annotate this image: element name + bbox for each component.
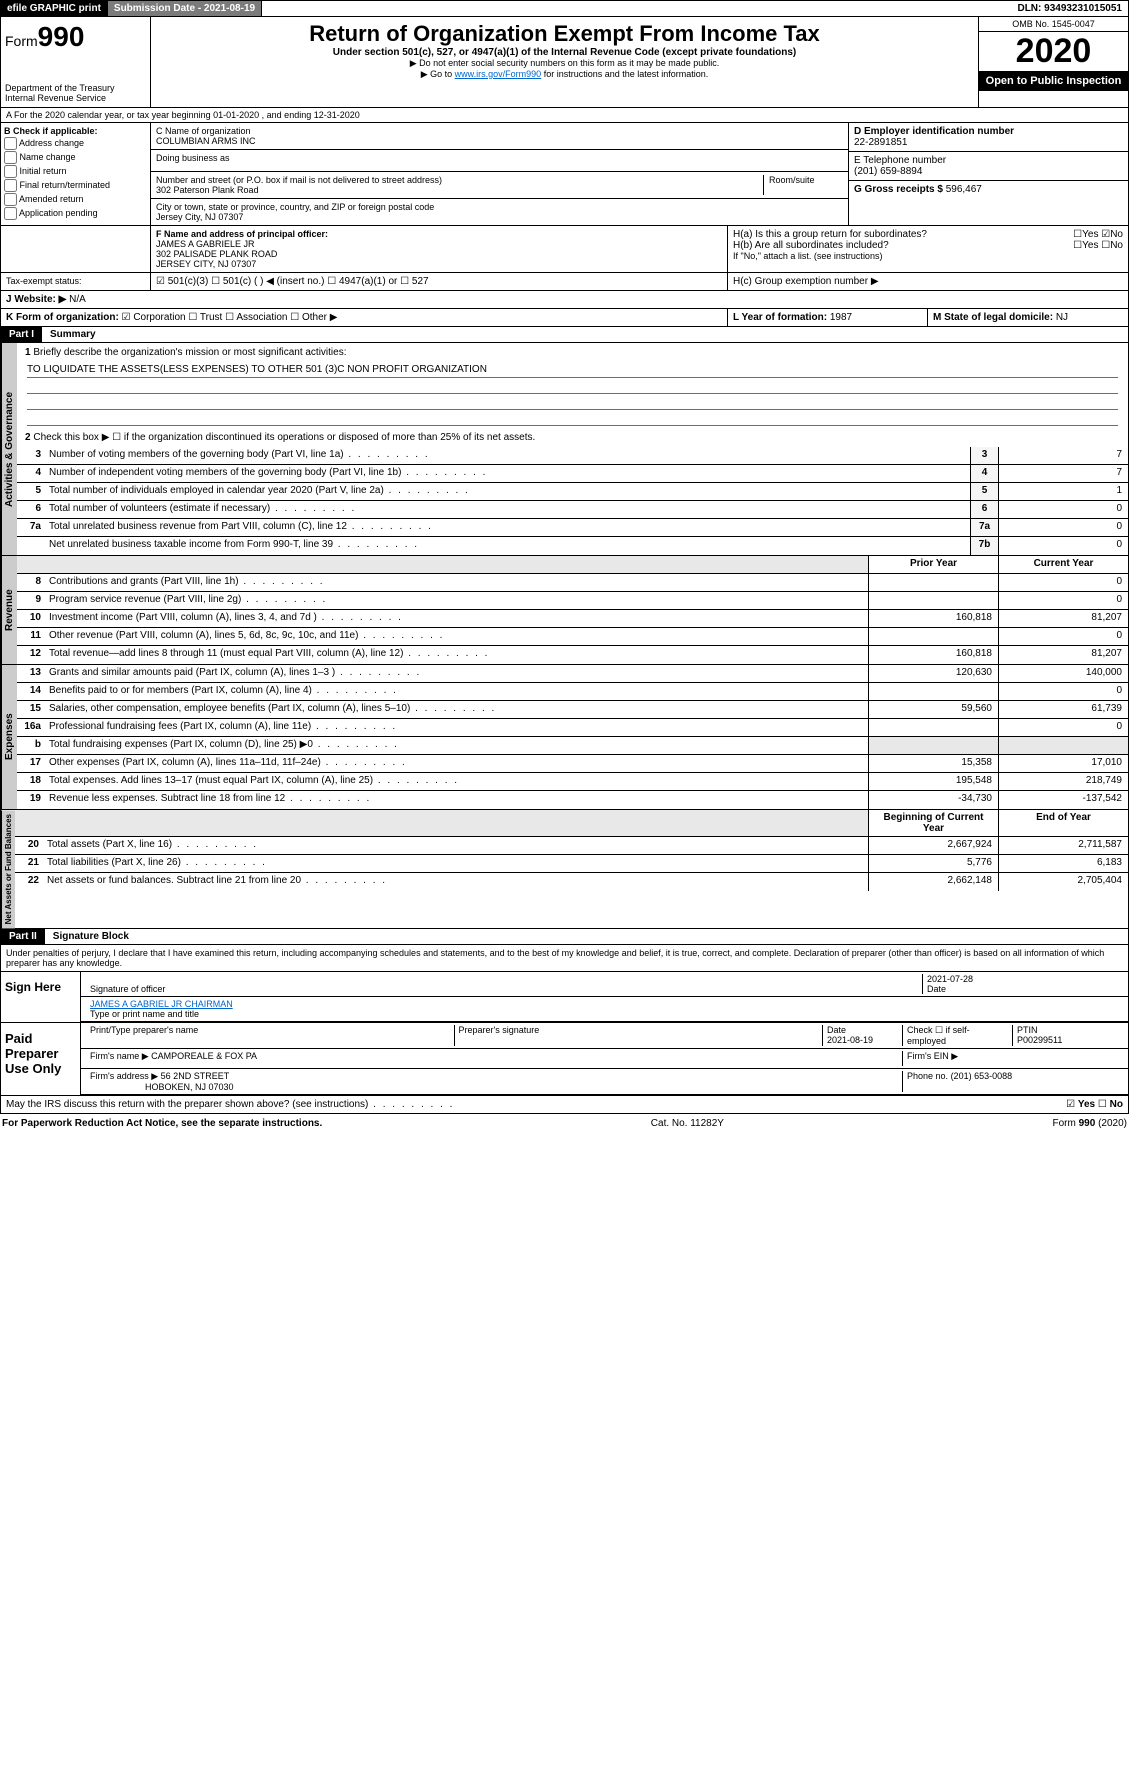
line-item: 14Benefits paid to or for members (Part … [17, 683, 1128, 701]
discuss-row: May the IRS discuss this return with the… [0, 1096, 1129, 1114]
cb-pending[interactable]: Application pending [4, 207, 147, 220]
entity-block: B Check if applicable: Address change Na… [0, 123, 1129, 226]
officer-row: F Name and address of principal officer:… [0, 226, 1129, 273]
ein: 22-2891851 [854, 137, 907, 148]
section-a: A For the 2020 calendar year, or tax yea… [0, 108, 1129, 123]
line-item: 12Total revenue—add lines 8 through 11 (… [17, 646, 1128, 664]
tab-netassets: Net Assets or Fund Balances [1, 810, 15, 928]
box-b: B Check if applicable: Address change Na… [1, 123, 151, 225]
box-c: C Name of organizationCOLUMBIAN ARMS INC… [151, 123, 848, 225]
line-item: 11Other revenue (Part VIII, column (A), … [17, 628, 1128, 646]
irs: Internal Revenue Service [5, 93, 146, 103]
submission-date: Submission Date - 2021-08-19 [108, 1, 262, 16]
cb-name[interactable]: Name change [4, 151, 147, 164]
cb-final[interactable]: Final return/terminated [4, 179, 147, 192]
cb-address[interactable]: Address change [4, 137, 147, 150]
governance-block: Activities & Governance 1 Briefly descri… [0, 343, 1129, 556]
irs-link[interactable]: www.irs.gov/Form990 [455, 69, 542, 79]
box-de: D Employer identification number22-28918… [848, 123, 1128, 225]
note2: ▶ Go to www.irs.gov/Form990 for instruct… [155, 69, 974, 80]
phone: (201) 659-8894 [854, 166, 922, 177]
line-item: 4Number of independent voting members of… [17, 465, 1128, 483]
line-item: 10Investment income (Part VIII, column (… [17, 610, 1128, 628]
tax-year: 2020 [979, 32, 1128, 71]
revenue-block: Revenue Prior YearCurrent Year 8Contribu… [0, 556, 1129, 665]
line-item: 20Total assets (Part X, line 16)2,667,92… [15, 837, 1128, 855]
part2-title: Signature Block [45, 929, 137, 944]
footer: For Paperwork Reduction Act Notice, see … [0, 1114, 1129, 1133]
line-item: 5Total number of individuals employed in… [17, 483, 1128, 501]
paid-preparer-block: Paid Preparer Use Only Print/Type prepar… [0, 1023, 1129, 1096]
mission: TO LIQUIDATE THE ASSETS(LESS EXPENSES) T… [27, 364, 1118, 378]
line-item: 17Other expenses (Part IX, column (A), l… [17, 755, 1128, 773]
part1-hdr: Part I [1, 327, 42, 342]
part2-hdr: Part II [1, 929, 45, 944]
efile-btn[interactable]: efile GRAPHIC print [1, 1, 108, 16]
addr: 302 Paterson Plank Road [156, 185, 259, 195]
form-number: Form990 [5, 21, 146, 53]
cb-initial[interactable]: Initial return [4, 165, 147, 178]
line-item: 21Total liabilities (Part X, line 26)5,7… [15, 855, 1128, 873]
org-name: COLUMBIAN ARMS INC [156, 136, 256, 146]
signer-name[interactable]: JAMES A GABRIEL JR CHAIRMAN [90, 999, 233, 1009]
form-subtitle: Under section 501(c), 527, or 4947(a)(1)… [155, 47, 974, 58]
line-item: 15Salaries, other compensation, employee… [17, 701, 1128, 719]
netassets-block: Net Assets or Fund Balances Beginning of… [0, 810, 1129, 929]
part1-title: Summary [42, 327, 104, 342]
omb: OMB No. 1545-0047 [979, 17, 1128, 32]
tab-governance: Activities & Governance [1, 343, 17, 555]
tab-expenses: Expenses [1, 665, 17, 809]
sign-here: Sign Here [1, 972, 81, 1022]
line-item: 19Revenue less expenses. Subtract line 1… [17, 791, 1128, 809]
officer-name: JAMES A GABRIELE JR [156, 239, 255, 249]
line-item: 9Program service revenue (Part VIII, lin… [17, 592, 1128, 610]
line-item: 6Total number of volunteers (estimate if… [17, 501, 1128, 519]
perjury: Under penalties of perjury, I declare th… [0, 945, 1129, 972]
note1: ▶ Do not enter social security numbers o… [155, 58, 974, 69]
line-item: 16aProfessional fundraising fees (Part I… [17, 719, 1128, 737]
dept: Department of the Treasury [5, 83, 146, 93]
line-item: 8Contributions and grants (Part VIII, li… [17, 574, 1128, 592]
form-title: Return of Organization Exempt From Incom… [155, 21, 974, 47]
line-item: Net unrelated business taxable income fr… [17, 537, 1128, 555]
website: N/A [69, 294, 86, 305]
paid-hdr: Paid Preparer Use Only [1, 1023, 81, 1095]
tab-revenue: Revenue [1, 556, 17, 664]
line-item: bTotal fundraising expenses (Part IX, co… [17, 737, 1128, 755]
city: Jersey City, NJ 07307 [156, 212, 243, 222]
dln: DLN: 93493231015051 [1011, 1, 1128, 16]
line-item: 7aTotal unrelated business revenue from … [17, 519, 1128, 537]
sign-block: Sign Here Signature of officer2021-07-28… [0, 972, 1129, 1023]
open-public: Open to Public Inspection [979, 71, 1128, 91]
line-item: 13Grants and similar amounts paid (Part … [17, 665, 1128, 683]
cb-amended[interactable]: Amended return [4, 193, 147, 206]
topbar: efile GRAPHIC print Submission Date - 20… [0, 0, 1129, 17]
gross-receipts: 596,467 [946, 184, 982, 195]
form-header: Form990 Department of the Treasury Inter… [0, 17, 1129, 108]
line-item: 18Total expenses. Add lines 13–17 (must … [17, 773, 1128, 791]
line-item: 3Number of voting members of the governi… [17, 447, 1128, 465]
expenses-block: Expenses 13Grants and similar amounts pa… [0, 665, 1129, 810]
line-item: 22Net assets or fund balances. Subtract … [15, 873, 1128, 891]
